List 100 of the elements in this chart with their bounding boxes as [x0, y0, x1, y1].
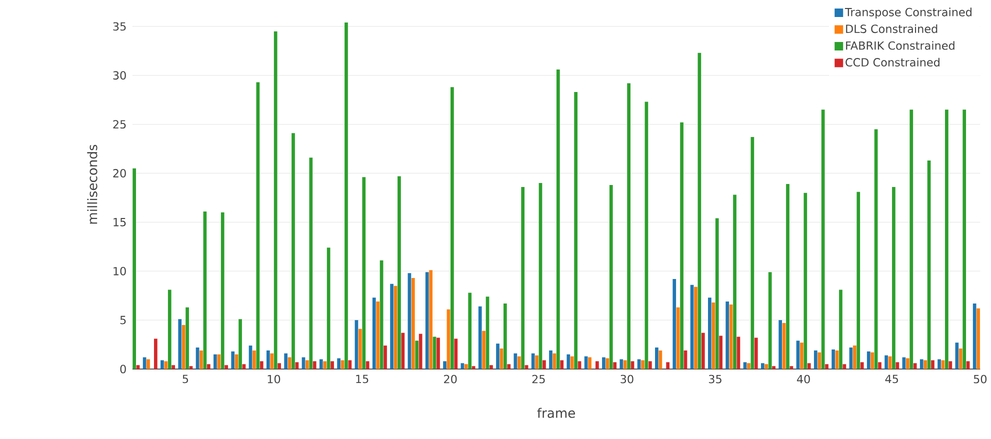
- bar: [319, 359, 323, 370]
- bar: [609, 185, 613, 370]
- bar: [252, 350, 256, 370]
- y-tick-label: 15: [114, 218, 126, 227]
- bar: [574, 92, 578, 370]
- bar: [786, 184, 790, 370]
- bar: [856, 192, 860, 370]
- bar: [866, 352, 870, 370]
- bar: [535, 356, 538, 370]
- bar: [694, 287, 698, 370]
- y-tick-label: 0: [120, 365, 126, 374]
- x-tick-label: 5: [182, 375, 188, 384]
- bar: [217, 354, 221, 370]
- bar: [747, 363, 750, 370]
- bar: [596, 361, 599, 370]
- bar: [549, 350, 552, 370]
- bar: [429, 270, 432, 370]
- bar: [531, 354, 535, 370]
- bar: [362, 177, 366, 370]
- bar: [278, 363, 281, 370]
- bar: [726, 302, 730, 370]
- bar: [460, 363, 464, 370]
- bar: [323, 361, 327, 370]
- bar: [666, 362, 670, 370]
- legend-label: Transpose Constrained: [844, 8, 972, 19]
- bar: [542, 360, 546, 370]
- bar: [482, 331, 486, 370]
- bar: [931, 360, 934, 370]
- bar: [760, 363, 764, 370]
- bar: [680, 122, 684, 370]
- bar: [560, 360, 564, 370]
- bar: [924, 360, 927, 370]
- bar: [154, 338, 158, 370]
- bar: [655, 348, 658, 370]
- bar: [972, 304, 976, 370]
- bar: [146, 359, 150, 370]
- bar: [768, 272, 772, 370]
- y-axis-title: milliseconds: [87, 145, 98, 224]
- bar: [348, 360, 352, 370]
- bar: [224, 365, 228, 370]
- bar: [814, 350, 818, 370]
- bar: [472, 366, 476, 370]
- bar: [966, 361, 970, 370]
- bar: [292, 133, 295, 370]
- bar: [189, 366, 193, 370]
- bar: [248, 346, 252, 370]
- y-tick-label: 25: [113, 120, 126, 129]
- bar: [754, 338, 758, 370]
- bar: [309, 158, 313, 370]
- bar: [719, 336, 722, 370]
- x-tick-label: 15: [356, 375, 368, 384]
- legend-label: FABRIK Constrained: [846, 41, 954, 50]
- x-tick-label: 30: [620, 375, 634, 384]
- bar: [200, 350, 203, 370]
- bar: [450, 87, 454, 370]
- bar: [892, 187, 896, 370]
- bar: [578, 361, 582, 370]
- bar: [839, 290, 842, 370]
- bar: [712, 302, 716, 370]
- bar: [425, 272, 429, 370]
- bar: [613, 362, 617, 370]
- bar: [231, 352, 235, 370]
- x-tick-label: 50: [974, 375, 987, 384]
- bar: [941, 360, 945, 370]
- bar: [884, 356, 888, 370]
- bar: [588, 358, 592, 370]
- bar: [627, 83, 630, 370]
- bar: [772, 366, 776, 370]
- bar: [825, 364, 828, 370]
- bar: [206, 364, 210, 370]
- bar: [976, 308, 980, 370]
- bar: [708, 298, 712, 370]
- bar: [340, 360, 344, 370]
- bar: [372, 298, 376, 370]
- bar: [443, 361, 446, 370]
- bar: [376, 302, 380, 370]
- bar: [524, 365, 528, 370]
- bar: [468, 292, 472, 370]
- bar: [486, 296, 490, 370]
- bar: [620, 359, 624, 370]
- bar: [658, 350, 662, 370]
- bar: [521, 187, 525, 370]
- bar: [164, 361, 168, 370]
- y-tick-label: 10: [114, 267, 126, 276]
- x-tick-label: 20: [444, 375, 457, 384]
- bar: [958, 348, 962, 370]
- bar: [411, 278, 415, 370]
- bar: [852, 346, 856, 370]
- bar: [778, 320, 782, 370]
- bar: [878, 362, 882, 370]
- bar: [270, 354, 274, 370]
- bar: [306, 360, 309, 370]
- y-tick-label: 30: [113, 71, 126, 80]
- bar: [701, 333, 705, 370]
- y-tick-label: 5: [120, 316, 126, 324]
- bar: [295, 362, 299, 370]
- bar: [172, 365, 176, 370]
- bar: [326, 248, 330, 370]
- bar: [566, 354, 570, 370]
- bar: [401, 333, 405, 370]
